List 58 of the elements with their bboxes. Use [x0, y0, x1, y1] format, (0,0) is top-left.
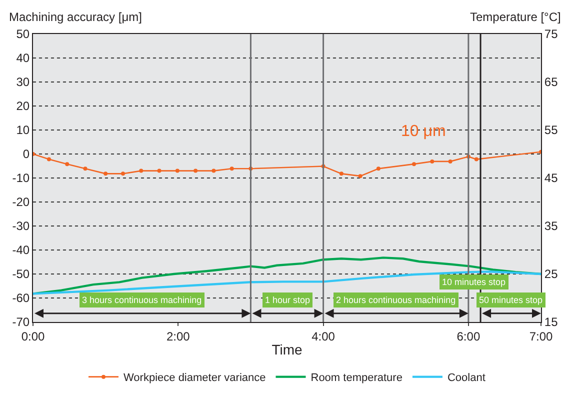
point [474, 157, 478, 162]
point [412, 162, 416, 166]
point [430, 159, 434, 164]
point [46, 157, 51, 162]
annotation: 10 minutes stop [442, 277, 506, 287]
point [376, 166, 380, 171]
y-tick-label: -10 [12, 171, 30, 186]
y-tick-label: -50 [12, 267, 30, 282]
y2-axis-title: Temperature [°C] [470, 10, 561, 24]
point [83, 166, 88, 171]
y2-tick-label: 45 [544, 171, 558, 186]
y-tick-label: 0 [22, 147, 30, 162]
annotation: 10 μm [401, 123, 446, 140]
point [157, 168, 162, 173]
line-series [33, 150, 541, 178]
legend-label: Room temperature [310, 372, 402, 384]
y-tick-label: 10 [16, 123, 30, 138]
annotation: 2 hours continuous machining [336, 295, 456, 305]
x-tick-label: 4:00 [312, 329, 336, 344]
point [194, 168, 198, 173]
point [175, 168, 180, 173]
y2-tick-label: 25 [544, 267, 558, 282]
y-tick-label: -40 [12, 243, 30, 258]
point [230, 166, 234, 171]
y2-tick-label: 65 [544, 75, 558, 90]
point [104, 172, 108, 176]
point [212, 168, 216, 173]
y-tick-label: 30 [16, 75, 30, 90]
line-series [33, 270, 541, 295]
annotation: 50 minutes stop [479, 295, 543, 305]
point [339, 172, 344, 176]
y2-tick-label: 35 [544, 219, 558, 234]
x-tick-label: 6:00 [456, 329, 480, 344]
y-tick-label: 50 [16, 27, 30, 42]
y-tick-label: 40 [16, 51, 30, 66]
y-axis-title: Machining accuracy [μm] [9, 10, 142, 24]
point [358, 174, 362, 178]
x-axis-title: Time [272, 342, 303, 358]
y-tick-label: 20 [16, 99, 30, 114]
point [120, 172, 125, 176]
legend-label: Coolant [447, 372, 486, 384]
point [448, 159, 452, 164]
line-series [33, 256, 541, 295]
annotation: 1 hour stop [265, 295, 310, 305]
y2-tick-label: 15 [544, 315, 558, 330]
x-tick-label: 2:00 [166, 329, 190, 344]
legend-label: Workpiece diameter variance [124, 372, 266, 384]
point [139, 168, 144, 173]
y2-tick-label: 55 [544, 123, 558, 138]
y-tick-label: -60 [12, 291, 30, 306]
x-tick-label: 7:00 [529, 329, 553, 344]
point [65, 162, 70, 166]
annotation: 3 hours continuous machining [82, 295, 202, 305]
y-tick-label: -70 [12, 315, 30, 330]
x-tick-label: 0:00 [21, 329, 45, 344]
y-tick-label: -20 [12, 195, 30, 210]
y-tick-label: -30 [12, 219, 30, 234]
y2-tick-label: 75 [544, 27, 558, 42]
